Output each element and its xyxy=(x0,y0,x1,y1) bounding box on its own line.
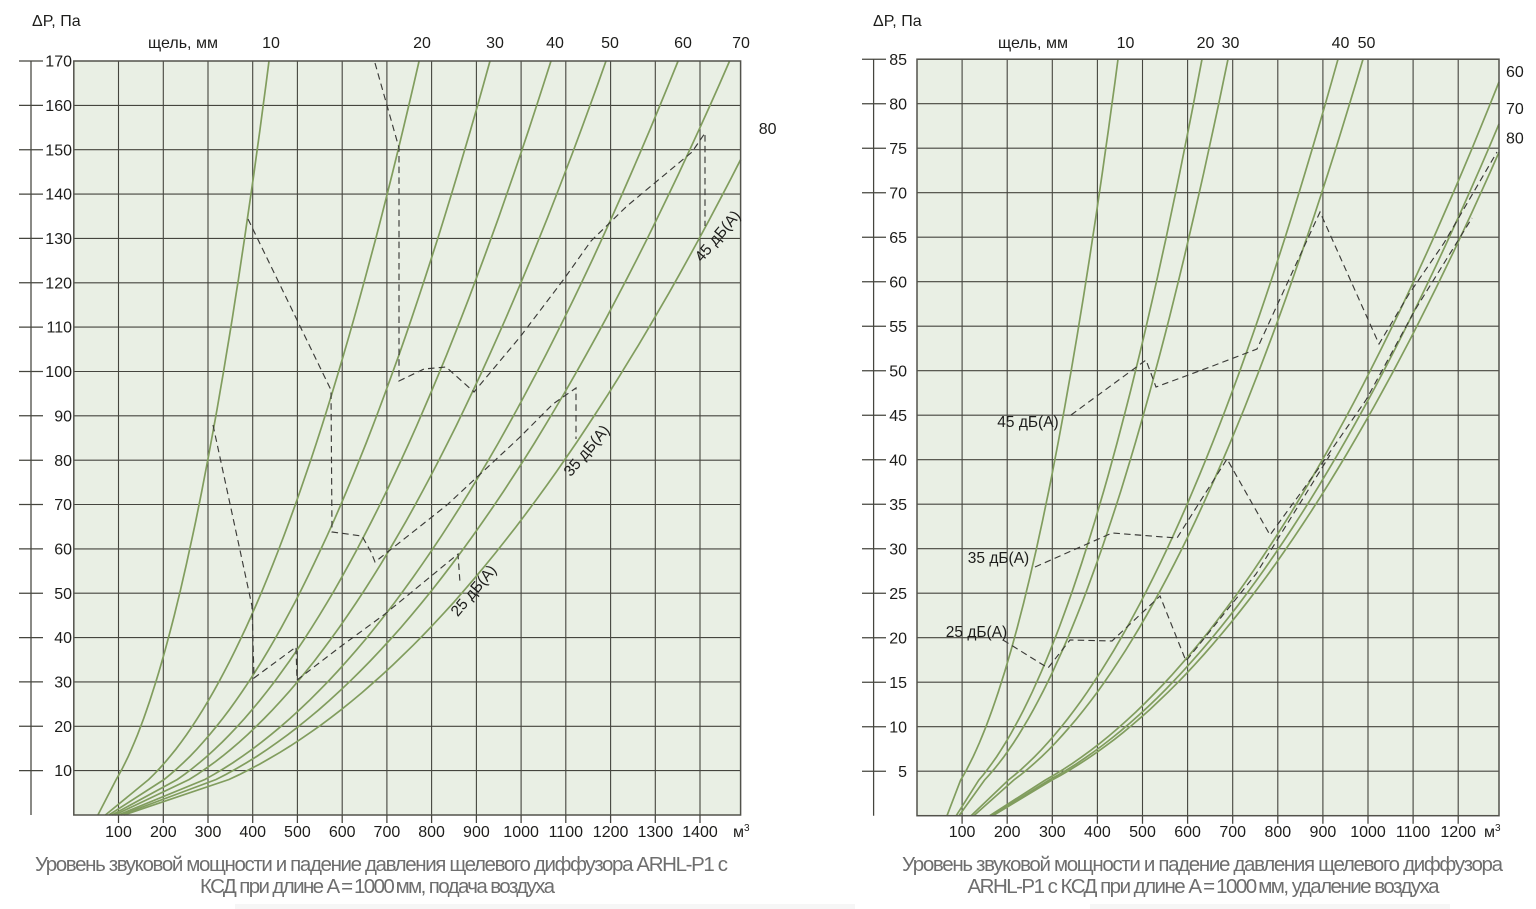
svg-text:60: 60 xyxy=(889,274,907,291)
svg-text:200: 200 xyxy=(150,824,177,841)
svg-text:500: 500 xyxy=(1129,824,1156,841)
svg-text:60: 60 xyxy=(674,35,692,52)
svg-text:800: 800 xyxy=(1264,824,1291,841)
svg-text:20: 20 xyxy=(889,630,907,647)
svg-text:80: 80 xyxy=(759,121,777,138)
svg-text:25 дБ(А): 25 дБ(А) xyxy=(946,624,1007,641)
svg-text:1200: 1200 xyxy=(593,824,629,841)
svg-text:400: 400 xyxy=(239,824,266,841)
svg-text:1400: 1400 xyxy=(682,824,718,841)
svg-text:щель, мм: щель, мм xyxy=(148,35,218,52)
svg-text:80: 80 xyxy=(889,96,907,113)
svg-text:50: 50 xyxy=(54,586,72,603)
svg-text:1300: 1300 xyxy=(638,824,674,841)
svg-text:70: 70 xyxy=(1506,101,1524,118)
svg-text:1100: 1100 xyxy=(549,824,584,841)
svg-text:30: 30 xyxy=(889,541,907,558)
svg-text:45 дБ(А): 45 дБ(А) xyxy=(997,414,1058,431)
svg-text:ΔP, Па: ΔP, Па xyxy=(873,13,922,30)
svg-text:10: 10 xyxy=(54,763,72,780)
svg-text:20: 20 xyxy=(413,35,431,52)
svg-text:150: 150 xyxy=(45,142,72,159)
svg-text:60: 60 xyxy=(54,542,72,559)
svg-text:300: 300 xyxy=(195,824,222,841)
svg-text:160: 160 xyxy=(45,98,72,115)
svg-text:70: 70 xyxy=(54,497,72,514)
svg-text:20: 20 xyxy=(54,719,72,736)
svg-text:10: 10 xyxy=(889,719,907,736)
svg-text:щель, мм: щель, мм xyxy=(998,35,1068,52)
svg-text:ARHL-P1 с КСД при длине А = 10: ARHL-P1 с КСД при длине А = 1000 мм, уда… xyxy=(968,875,1441,898)
svg-text:20: 20 xyxy=(1197,35,1215,52)
svg-text:1200: 1200 xyxy=(1440,824,1476,841)
svg-text:100: 100 xyxy=(949,824,976,841)
svg-text:Уровень звуковой мощности и па: Уровень звуковой мощности и падение давл… xyxy=(902,853,1504,876)
svg-text:Уровень звуковой мощности и па: Уровень звуковой мощности и падение давл… xyxy=(35,853,728,876)
svg-text:10: 10 xyxy=(1117,35,1135,52)
svg-text:ΔP, Па: ΔP, Па xyxy=(32,13,81,30)
svg-text:30: 30 xyxy=(54,675,72,692)
svg-text:55: 55 xyxy=(889,319,907,336)
svg-text:45: 45 xyxy=(889,408,907,425)
svg-text:65: 65 xyxy=(889,230,907,247)
svg-text:15: 15 xyxy=(889,675,907,692)
svg-text:90: 90 xyxy=(54,408,72,425)
svg-text:80: 80 xyxy=(1506,131,1524,148)
svg-text:30: 30 xyxy=(486,35,504,52)
svg-text:40: 40 xyxy=(1332,35,1350,52)
svg-text:35 дБ(А): 35 дБ(А) xyxy=(968,550,1029,567)
svg-text:1100: 1100 xyxy=(1396,824,1431,841)
svg-text:130: 130 xyxy=(45,231,72,248)
svg-text:700: 700 xyxy=(1219,824,1246,841)
svg-text:100: 100 xyxy=(105,824,132,841)
svg-text:700: 700 xyxy=(374,824,401,841)
svg-text:70: 70 xyxy=(889,185,907,202)
svg-text:400: 400 xyxy=(1084,824,1111,841)
svg-text:600: 600 xyxy=(1174,824,1201,841)
svg-text:75: 75 xyxy=(889,141,907,158)
svg-text:5: 5 xyxy=(898,764,907,781)
svg-text:10: 10 xyxy=(262,35,280,52)
svg-text:500: 500 xyxy=(284,824,311,841)
svg-text:120: 120 xyxy=(45,275,72,292)
svg-text:40: 40 xyxy=(546,35,564,52)
svg-text:900: 900 xyxy=(1310,824,1337,841)
svg-text:1000: 1000 xyxy=(1350,824,1386,841)
svg-text:800: 800 xyxy=(418,824,445,841)
svg-text:70: 70 xyxy=(732,35,750,52)
svg-text:110: 110 xyxy=(46,320,72,337)
svg-text:40: 40 xyxy=(889,452,907,469)
svg-text:40: 40 xyxy=(54,630,72,647)
svg-text:35: 35 xyxy=(889,497,907,514)
svg-text:200: 200 xyxy=(994,824,1021,841)
svg-text:900: 900 xyxy=(463,824,490,841)
svg-text:300: 300 xyxy=(1039,824,1066,841)
svg-text:30: 30 xyxy=(1222,35,1240,52)
svg-text:600: 600 xyxy=(329,824,356,841)
svg-text:85: 85 xyxy=(889,52,907,69)
svg-text:50: 50 xyxy=(1358,35,1376,52)
svg-text:80: 80 xyxy=(54,453,72,470)
svg-text:60: 60 xyxy=(1506,64,1524,81)
svg-text:100: 100 xyxy=(45,364,72,381)
svg-text:140: 140 xyxy=(45,187,72,204)
svg-text:50: 50 xyxy=(889,363,907,380)
svg-text:25: 25 xyxy=(889,586,907,603)
svg-text:50: 50 xyxy=(601,35,619,52)
svg-text:1000: 1000 xyxy=(503,824,539,841)
svg-text:170: 170 xyxy=(45,54,72,71)
svg-text:КСД при длине А = 1000 мм, под: КСД при длине А = 1000 мм, подача воздух… xyxy=(200,875,556,898)
